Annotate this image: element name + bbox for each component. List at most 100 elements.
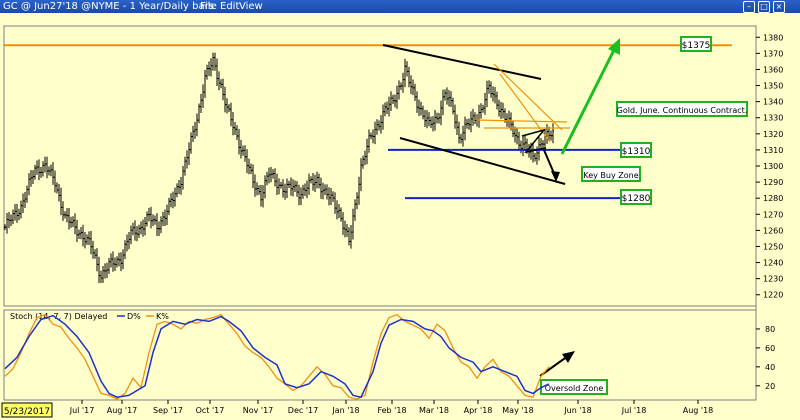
price-bar xyxy=(180,176,182,195)
price-bar xyxy=(160,216,162,234)
price-bar xyxy=(364,150,366,166)
menu-view[interactable]: View xyxy=(239,1,263,12)
x-tick-label: Aug '18 xyxy=(683,406,714,415)
price-bar xyxy=(190,132,192,154)
lower-label: $1280 xyxy=(622,194,651,204)
price-bars xyxy=(4,52,554,284)
x-tick-label: Apr '18 xyxy=(464,406,493,415)
price-bar xyxy=(400,82,402,90)
price-bar xyxy=(308,173,310,195)
price-bar xyxy=(298,184,300,206)
price-bar xyxy=(126,234,128,252)
price-bar xyxy=(230,102,232,127)
price-bar xyxy=(326,184,328,200)
price-bar xyxy=(212,52,214,71)
price-bar xyxy=(96,248,98,272)
price-bar xyxy=(436,112,438,124)
price-bar xyxy=(8,211,10,229)
menu-edit[interactable]: Edit xyxy=(220,1,240,12)
price-bar xyxy=(414,83,416,102)
price-bar xyxy=(234,121,236,135)
price-bar xyxy=(454,104,456,129)
menu-file[interactable]: File xyxy=(200,1,217,12)
price-bar xyxy=(524,135,526,152)
price-bar xyxy=(200,93,202,114)
price-bar xyxy=(122,249,124,270)
price-bar xyxy=(416,91,418,113)
price-bar xyxy=(208,61,210,76)
price-bar xyxy=(350,224,352,249)
price-bar xyxy=(446,87,448,105)
price-bar xyxy=(382,104,384,130)
x-tick-label: Jul '18 xyxy=(621,406,647,415)
price-bar xyxy=(182,165,184,190)
price-bar xyxy=(204,69,206,99)
y-tick-label: 1320 xyxy=(763,130,783,139)
price-bar xyxy=(478,104,480,128)
price-bar xyxy=(110,253,112,268)
price-bar xyxy=(334,192,336,214)
price-bar xyxy=(50,164,52,177)
price-bar xyxy=(500,101,502,119)
price-bar xyxy=(142,219,144,237)
x-tick-label: May '18 xyxy=(502,406,533,415)
price-bar xyxy=(178,179,180,194)
price-bar xyxy=(294,180,296,192)
buy-zone-label: Key Buy Zone xyxy=(583,171,638,180)
price-bar xyxy=(158,221,160,237)
price-bar xyxy=(42,161,44,177)
price-bar xyxy=(132,222,134,236)
close-icon[interactable]: × xyxy=(773,1,785,13)
price-bar xyxy=(408,66,410,88)
price-bar xyxy=(470,111,472,133)
price-bar xyxy=(148,207,150,222)
price-bar xyxy=(550,130,552,141)
price-bar xyxy=(192,125,194,143)
price-bar xyxy=(496,91,498,110)
minimize-icon[interactable]: – xyxy=(743,1,755,13)
price-bar xyxy=(468,118,470,130)
price-bar xyxy=(64,211,66,219)
price-bar xyxy=(202,84,204,108)
price-bar xyxy=(244,145,246,162)
price-bar xyxy=(240,139,242,159)
price-bar xyxy=(486,80,488,108)
price-bar xyxy=(46,156,48,179)
price-bar xyxy=(38,159,40,181)
price-bar xyxy=(264,175,266,199)
price-bar xyxy=(58,183,60,202)
price-bar xyxy=(392,94,394,104)
stoch-tick-label: 20 xyxy=(765,382,775,391)
price-bar xyxy=(262,185,264,208)
maximize-icon[interactable]: □ xyxy=(758,1,770,13)
price-bar xyxy=(80,227,82,240)
price-bar xyxy=(288,180,290,189)
price-bar xyxy=(250,163,252,174)
price-bar xyxy=(196,113,198,137)
price-bar xyxy=(218,71,220,91)
price-bar xyxy=(318,173,320,189)
price-bar xyxy=(458,121,460,144)
price-bar xyxy=(128,231,130,250)
price-bar xyxy=(30,170,32,187)
price-bar xyxy=(268,167,270,184)
price-bar xyxy=(68,207,70,230)
price-bar xyxy=(254,174,256,197)
price-bar xyxy=(352,208,354,240)
price-bar xyxy=(282,179,284,198)
price-bar xyxy=(316,171,318,189)
price-bar xyxy=(332,191,334,202)
price-bar xyxy=(474,112,476,125)
x-tick-label: Oct '17 xyxy=(196,406,225,415)
price-bar xyxy=(54,170,56,193)
price-bar xyxy=(66,208,68,223)
price-bar xyxy=(70,216,72,228)
price-bar xyxy=(372,129,374,144)
price-bar xyxy=(278,178,280,195)
price-bar xyxy=(214,52,216,71)
axis-ticks: 1220 1230 1240 1250 1260 1270 1280 1290 1300 1310… xyxy=(69,33,784,415)
price-bar xyxy=(170,193,172,208)
price-bar xyxy=(360,158,362,192)
price-bar xyxy=(344,220,346,238)
price-bar xyxy=(216,58,218,86)
